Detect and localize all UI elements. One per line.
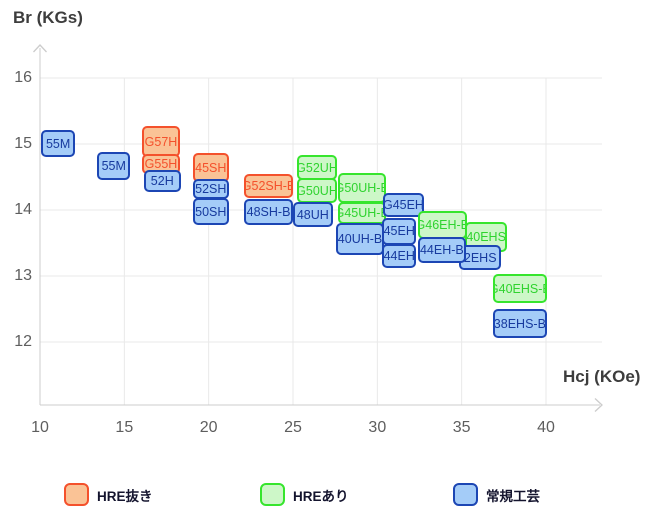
- x-tick-label: 40: [537, 419, 555, 436]
- grade-box-g45uh-b[interactable]: G45UH-B: [337, 202, 386, 224]
- legend-swatch-icon: [453, 483, 478, 506]
- grade-box-38ehs-b[interactable]: 38EHS-B: [492, 309, 547, 339]
- grade-box-g45eh[interactable]: G45EH: [383, 192, 424, 217]
- grade-box-48uh[interactable]: 48UH: [293, 202, 333, 228]
- grade-box-45sh[interactable]: 45SH: [192, 153, 229, 183]
- y-tick-label: 14: [14, 201, 32, 218]
- legend-label: HRE抜き: [97, 488, 153, 504]
- x-axis-arrow-icon: [594, 398, 603, 412]
- legend-swatch-icon: [64, 483, 89, 506]
- grade-box-g52uh[interactable]: G52UH: [297, 155, 337, 181]
- grade-box-2ehs[interactable]: 2EHS: [459, 244, 502, 271]
- y-tick-label: 12: [14, 333, 32, 350]
- grade-box-g57h[interactable]: G57H: [142, 126, 180, 158]
- legend-item-green[interactable]: HREあり: [260, 483, 349, 506]
- grade-box-g50uh[interactable]: G50UH: [297, 178, 337, 203]
- legend-label: 常規工芸: [486, 488, 540, 504]
- x-tick-label: 35: [452, 419, 471, 436]
- grade-box-55m[interactable]: 55M: [40, 130, 76, 158]
- x-tick-label: 30: [368, 419, 387, 436]
- x-axis-title: Hcj (KOe): [563, 367, 641, 386]
- x-tick-label: 20: [199, 419, 218, 436]
- grade-box-g40ehs-b[interactable]: G40EHS-B: [492, 274, 547, 304]
- grade-box-48sh-b[interactable]: 48SH-B: [244, 198, 293, 226]
- grade-box-40uh-b[interactable]: 40UH-B: [336, 223, 385, 255]
- grade-box-45eh[interactable]: 45EH: [382, 217, 417, 245]
- legend-item-orange[interactable]: HRE抜き: [64, 483, 153, 506]
- legend-swatch-icon: [260, 483, 285, 506]
- y-tick-label: 13: [14, 267, 32, 284]
- x-tick-label: 15: [115, 419, 134, 436]
- grade-box-g52sh-b[interactable]: G52SH-B: [244, 173, 293, 199]
- grade-box-44eh[interactable]: 44EH: [382, 244, 417, 269]
- grade-box-52sh[interactable]: 52SH: [192, 178, 229, 199]
- y-axis-arrow-icon: [33, 44, 47, 53]
- y-axis-title: Br (KGs): [13, 8, 83, 27]
- grade-box-52h[interactable]: 52H: [143, 169, 181, 193]
- legend-label: HREあり: [293, 488, 349, 504]
- grade-box-50sh[interactable]: 50SH: [192, 198, 229, 226]
- x-tick-label: 10: [31, 419, 49, 436]
- y-tick-label: 15: [14, 135, 32, 152]
- y-tick-label: 16: [14, 69, 32, 86]
- x-tick-label: 25: [284, 419, 302, 436]
- grade-box-55m[interactable]: 55M: [97, 151, 131, 181]
- grade-box-g50uh-b[interactable]: G50UH-B: [337, 173, 386, 203]
- grade-box-g46eh-b[interactable]: G46EH-B: [417, 211, 467, 240]
- legend-item-blue[interactable]: 常規工芸: [453, 483, 540, 506]
- grade-box-44eh-b[interactable]: 44EH-B: [417, 237, 466, 263]
